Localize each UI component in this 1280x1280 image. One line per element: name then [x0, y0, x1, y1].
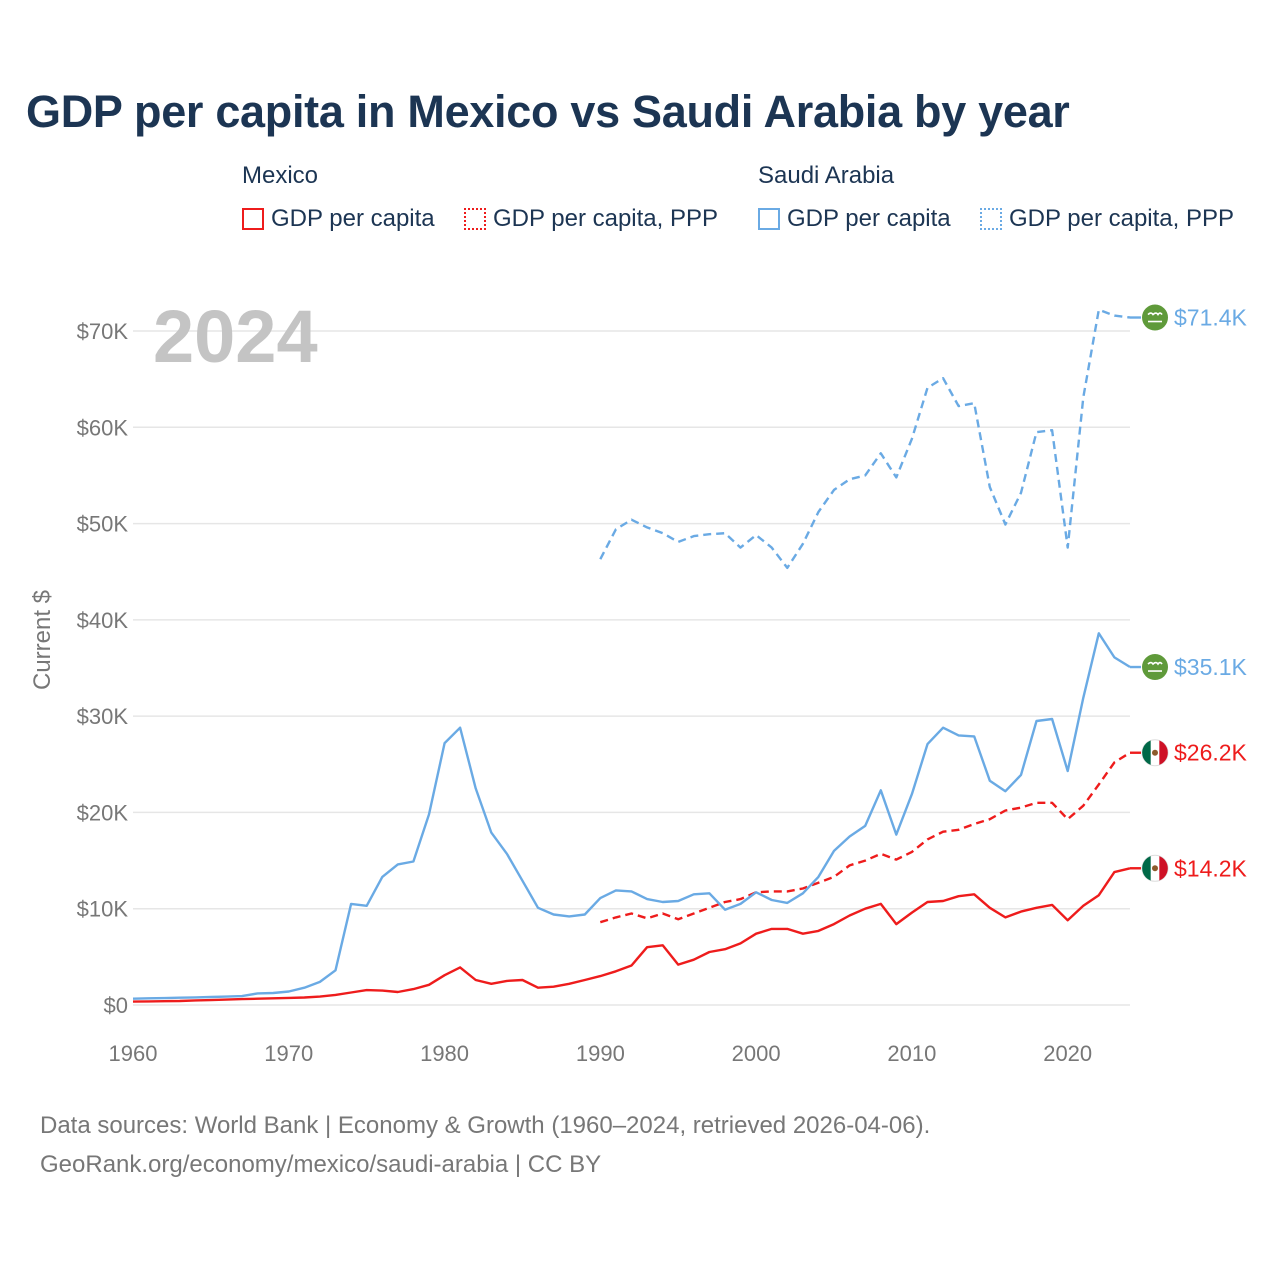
y-tick-label: $50K: [77, 512, 129, 537]
y-tick-label: $40K: [77, 608, 129, 633]
y-tick-label: $0: [104, 993, 128, 1018]
y-axis-title: Current $: [29, 590, 56, 690]
x-tick-label: 1970: [264, 1041, 313, 1066]
flag-emblem: [1152, 749, 1158, 756]
legend-swatch-dotted-blue: [980, 208, 1002, 230]
mexico-flag-icon: [1141, 739, 1169, 767]
flag-green-band: [1142, 856, 1151, 881]
legend-label: GDP per capita, PPP: [1009, 205, 1234, 232]
y-tick-label: $70K: [77, 319, 129, 344]
y-tick-label: $60K: [77, 415, 129, 440]
series-end-label: $71.4K: [1174, 305, 1248, 331]
series-line-saudi-arabia-gdp-per-capita-ppp: [599, 308, 1131, 570]
x-tick-label: 1990: [576, 1041, 625, 1066]
flag-emblem: [1152, 865, 1158, 872]
source-line: GeoRank.org/economy/mexico/saudi-arabia …: [40, 1151, 602, 1178]
legend-item-saudi-gdp[interactable]: GDP per capita: [758, 204, 951, 234]
series-end-label: $26.2K: [1174, 740, 1248, 766]
legend-label: GDP per capita: [271, 205, 435, 232]
x-tick-label: 2020: [1043, 1041, 1092, 1066]
flag-background: [1142, 304, 1168, 331]
end-markers: $14.2K $26.2K $35.1K $71.4K: [1130, 304, 1248, 882]
x-tick-label: 2000: [732, 1041, 781, 1066]
legend-group-mexico: Mexico: [242, 162, 319, 189]
grid-lines: [133, 330, 1130, 1006]
series-line-mexico-gdp-per-capita: [132, 867, 1131, 1003]
legend-label: GDP per capita, PPP: [493, 205, 718, 232]
legend-label: GDP per capita: [787, 205, 951, 232]
legend-swatch-dotted-red: [464, 208, 486, 230]
legend-swatch-solid-blue: [758, 208, 780, 230]
series-line-mexico-gdp-per-capita-ppp: [599, 751, 1131, 924]
legend-swatch-solid-red: [242, 208, 264, 230]
x-tick-label: 1980: [420, 1041, 469, 1066]
series-end-label: $35.1K: [1174, 654, 1248, 680]
saudi-arabia-flag-icon: [1142, 654, 1168, 681]
x-axis-tick-labels: 1960 1970 1980 1990 2000 2010 2020: [109, 1041, 1093, 1066]
legend-group-saudi-arabia: Saudi Arabia: [758, 162, 895, 189]
y-tick-label: $20K: [77, 800, 129, 825]
source-line: Data sources: World Bank | Economy & Gro…: [40, 1112, 931, 1139]
legend-item-mexico-ppp[interactable]: GDP per capita, PPP: [464, 204, 718, 234]
y-axis-tick-labels: $0 $10K $20K $30K $40K $50K $60K $70K: [77, 319, 129, 1018]
x-tick-label: 1960: [109, 1041, 158, 1066]
flag-script: [1147, 312, 1163, 316]
flag-background: [1142, 654, 1168, 681]
x-tick-label: 2010: [887, 1041, 936, 1066]
y-tick-label: $10K: [77, 897, 129, 922]
year-overlay: 2024: [153, 295, 318, 378]
flag-red-band: [1159, 856, 1168, 881]
legend-item-mexico-gdp[interactable]: GDP per capita: [242, 204, 435, 234]
series-lines: [132, 308, 1131, 1003]
legend-item-saudi-ppp[interactable]: GDP per capita, PPP: [980, 204, 1234, 234]
saudi-arabia-flag-icon: [1142, 304, 1168, 331]
data-sources: Data sources: World Bank | Economy & Gro…: [40, 1106, 930, 1184]
flag-script: [1147, 661, 1163, 666]
series-line-saudi-arabia-gdp-per-capita: [132, 632, 1131, 1000]
series-end-label: $14.2K: [1174, 855, 1248, 881]
line-chart: 2024 $0 $10K $20K $30K $40K $50K $60K $70K 1960…: [29, 295, 1248, 1066]
flag-red-band: [1159, 740, 1168, 765]
mexico-flag-icon: [1141, 854, 1169, 882]
flag-green-band: [1142, 740, 1151, 765]
y-tick-label: $30K: [77, 704, 129, 729]
chart-title: GDP per capita in Mexico vs Saudi Arabia…: [26, 86, 1070, 137]
